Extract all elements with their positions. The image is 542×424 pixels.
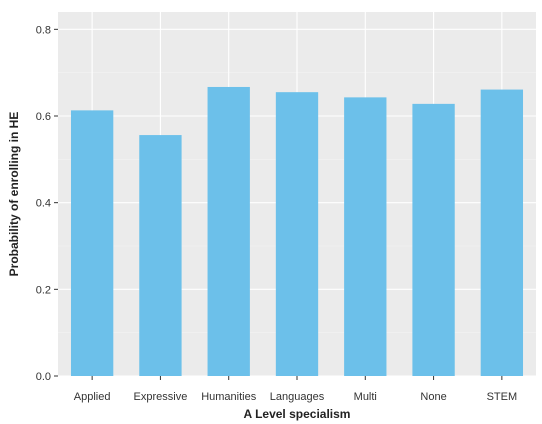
bar-applied [70,110,114,376]
bars-group [70,86,524,377]
bar-expressive [139,135,182,376]
bar-stem [480,89,524,377]
x-tick-label: Expressive [134,391,188,403]
x-axis-title: A Level specialism [244,407,351,421]
y-tick-label: 0.0 [36,371,51,383]
x-tick-label: Humanities [201,391,257,403]
x-tick-label: Languages [270,391,325,403]
bar-languages [275,92,319,377]
y-tick-label: 0.2 [36,284,51,296]
x-tick-label: Multi [354,391,377,403]
bar-humanities [207,86,250,376]
y-axis-title: Probability of enrolling in HE [7,112,21,277]
x-axis-ticks: Applied Expressive Humanities Languages Mult… [74,376,517,403]
y-tick-label: 0.4 [36,198,51,210]
y-tick-label: 0.6 [36,111,51,123]
bar-none [412,103,455,376]
y-axis-ticks: 0.0 0.2 0.4 0.6 0.8 [36,24,58,383]
x-tick-label: STEM [487,391,518,403]
x-tick-label: None [420,391,446,403]
y-tick-label: 0.8 [36,24,51,36]
x-tick-label: Applied [74,391,111,403]
bar-multi [344,97,387,376]
